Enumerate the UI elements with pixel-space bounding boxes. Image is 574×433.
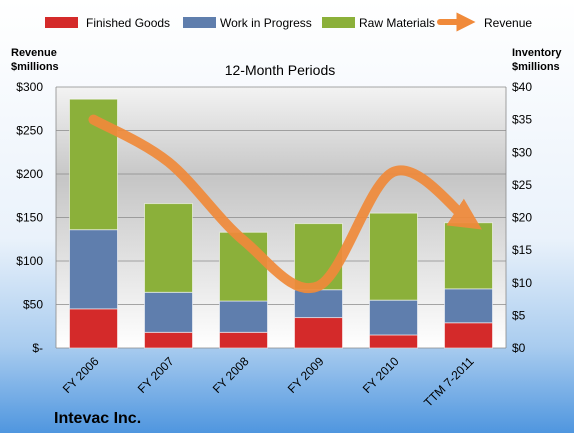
left-tick-label: $200 <box>16 167 43 181</box>
right-tick-label: $40 <box>512 80 532 94</box>
bar-work-in-progress <box>369 299 418 336</box>
left-axis-title-line1: Revenue <box>11 47 57 59</box>
left-tick-label: $50 <box>23 298 43 312</box>
right-tick-label: $30 <box>512 145 532 159</box>
right-tick-label: $15 <box>512 243 532 257</box>
company-name: Intevac Inc. <box>54 410 141 427</box>
bar-work-in-progress <box>69 229 118 310</box>
bar-work-in-progress <box>444 288 493 324</box>
right-tick-label: $0 <box>512 341 526 355</box>
left-axis-title-line2: $millions <box>11 61 59 73</box>
chart-subtitle: 12-Month Periods <box>225 62 336 78</box>
revenue-line <box>88 114 482 293</box>
legend-label-finished-goods: Finished Goods <box>86 16 170 30</box>
left-tick-label: $150 <box>16 211 43 225</box>
bar-finished-goods <box>444 322 493 349</box>
legend-swatch-work-in-progress <box>183 17 216 28</box>
right-tick-label: $25 <box>512 178 532 192</box>
legend-label-revenue: Revenue <box>484 16 532 30</box>
bar-finished-goods <box>144 331 193 349</box>
legend-label-work-in-progress: Work in Progress <box>220 16 312 30</box>
bar-raw-materials <box>369 212 418 301</box>
right-tick-label: $20 <box>512 211 532 225</box>
bar-finished-goods <box>294 317 343 349</box>
right-axis-ticks: $0 $5 $10 $15 $20 $25 $30 $35 $40 <box>512 80 532 355</box>
left-tick-label: $300 <box>16 80 43 94</box>
bar-work-in-progress <box>144 291 193 333</box>
gridlines <box>55 86 507 349</box>
left-tick-label: $- <box>32 341 43 355</box>
bar-finished-goods <box>69 308 118 349</box>
bar-finished-goods <box>369 334 418 349</box>
right-tick-label: $35 <box>512 113 532 127</box>
bar-raw-materials <box>144 203 193 293</box>
legend-swatch-finished-goods <box>45 17 78 28</box>
legend: Finished Goods Work in Progress Raw Mate… <box>45 12 532 32</box>
bars-layer <box>69 98 493 349</box>
bar-work-in-progress <box>219 300 268 333</box>
revenue-line-layer <box>88 114 482 293</box>
right-axis-title-line1: Inventory <box>512 47 562 59</box>
legend-swatch-raw-materials <box>322 17 355 28</box>
left-axis-ticks: $- $50 $100 $150 $200 $250 $300 <box>16 80 43 355</box>
right-tick-label: $10 <box>512 276 532 290</box>
bar-raw-materials <box>444 222 493 290</box>
bar-work-in-progress <box>294 289 343 319</box>
left-tick-label: $250 <box>16 124 43 138</box>
bar-finished-goods <box>219 331 268 349</box>
legend-label-raw-materials: Raw Materials <box>359 16 435 30</box>
right-tick-label: $5 <box>512 308 526 322</box>
left-tick-label: $100 <box>16 254 43 268</box>
right-axis-title-line2: $millions <box>512 61 560 73</box>
bar-raw-materials <box>294 223 343 291</box>
